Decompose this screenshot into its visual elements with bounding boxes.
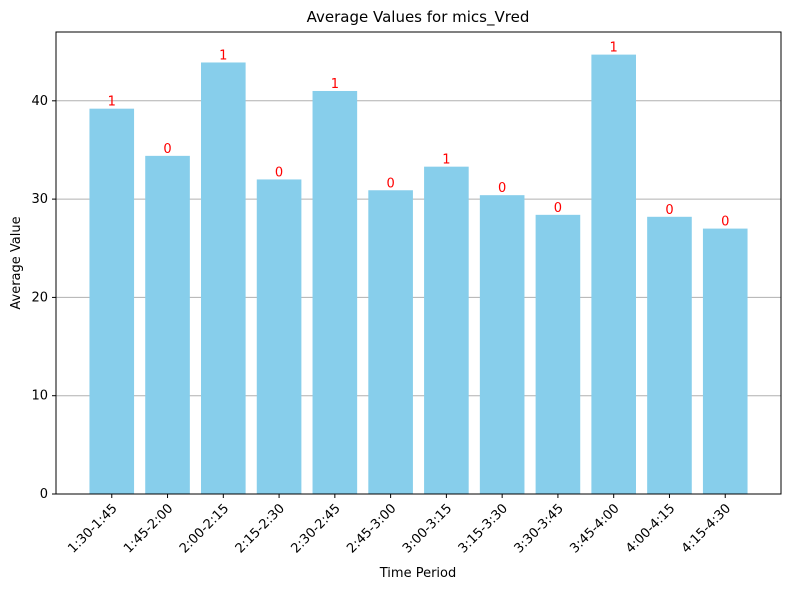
bar-value-label: 0: [665, 203, 673, 218]
x-axis-label: Time Period: [379, 566, 456, 581]
bar-value-labels: 1 0 1 0 1 0 1 0 0 1 0 0: [108, 41, 730, 230]
chart-title: Average Values for mics_Vred: [307, 8, 530, 27]
y-tick-label: 10: [31, 389, 48, 404]
bar-3:45-4:00: [591, 54, 636, 494]
bar-value-label: 0: [554, 201, 562, 216]
bar-1:45-2:00: [145, 155, 190, 494]
x-tick-label: 3:30-3:45: [512, 501, 567, 556]
x-tick-label: 4:15-4:30: [679, 501, 734, 556]
x-tick-label: 3:15-3:30: [456, 501, 511, 556]
bar-value-label: 1: [442, 153, 450, 168]
x-tick-label: 1:30-1:45: [65, 501, 120, 556]
bar-value-label: 1: [219, 48, 227, 63]
bar-value-label: 0: [163, 142, 171, 157]
bar-3:15-3:30: [479, 195, 525, 494]
bar-4:15-4:30: [702, 228, 748, 494]
bar-2:30-2:45: [312, 90, 358, 494]
y-axis-label: Average Value: [9, 216, 24, 309]
bar-value-label: 0: [386, 176, 394, 191]
y-tick-label: 0: [40, 487, 48, 502]
y-tick-label: 20: [31, 290, 48, 305]
bars: [89, 54, 748, 495]
x-tick-label: 1:45-2:00: [121, 501, 176, 556]
x-tick-label: 2:30-2:45: [288, 501, 343, 556]
x-tick-label: 2:45-3:00: [344, 501, 399, 556]
bar-3:00-3:15: [424, 166, 469, 494]
x-tick-label: 2:00-2:15: [177, 501, 232, 556]
bar-value-label: 1: [108, 95, 116, 110]
y-tick-label: 40: [31, 94, 48, 109]
bar-value-label: 0: [498, 181, 506, 196]
bar-1:30-1:45: [89, 108, 135, 495]
bar-2:00-2:15: [201, 62, 246, 494]
bar-2:15-2:30: [256, 179, 302, 494]
y-axis: 0 10 20 30 40: [31, 94, 56, 502]
bar-value-label: 1: [331, 77, 339, 92]
bar-value-label: 0: [275, 165, 283, 180]
x-tick-label: 3:45-4:00: [567, 501, 622, 556]
x-tick-label: 3:00-3:15: [400, 501, 455, 556]
x-axis: 1:30-1:45 1:45-2:00 2:00-2:15 2:15-2:30 2:30…: [65, 494, 734, 556]
y-tick-label: 30: [31, 192, 48, 207]
bar-value-label: 0: [721, 215, 729, 230]
bar-3:30-3:45: [535, 214, 581, 494]
bar-2:45-3:00: [368, 190, 413, 494]
bar-value-label: 1: [610, 41, 618, 56]
plot-frame: [55, 31, 782, 495]
bar-4:00-4:15: [647, 216, 692, 495]
x-tick-label: 4:00-4:15: [623, 501, 678, 556]
x-tick-label: 2:15-2:30: [233, 501, 288, 556]
